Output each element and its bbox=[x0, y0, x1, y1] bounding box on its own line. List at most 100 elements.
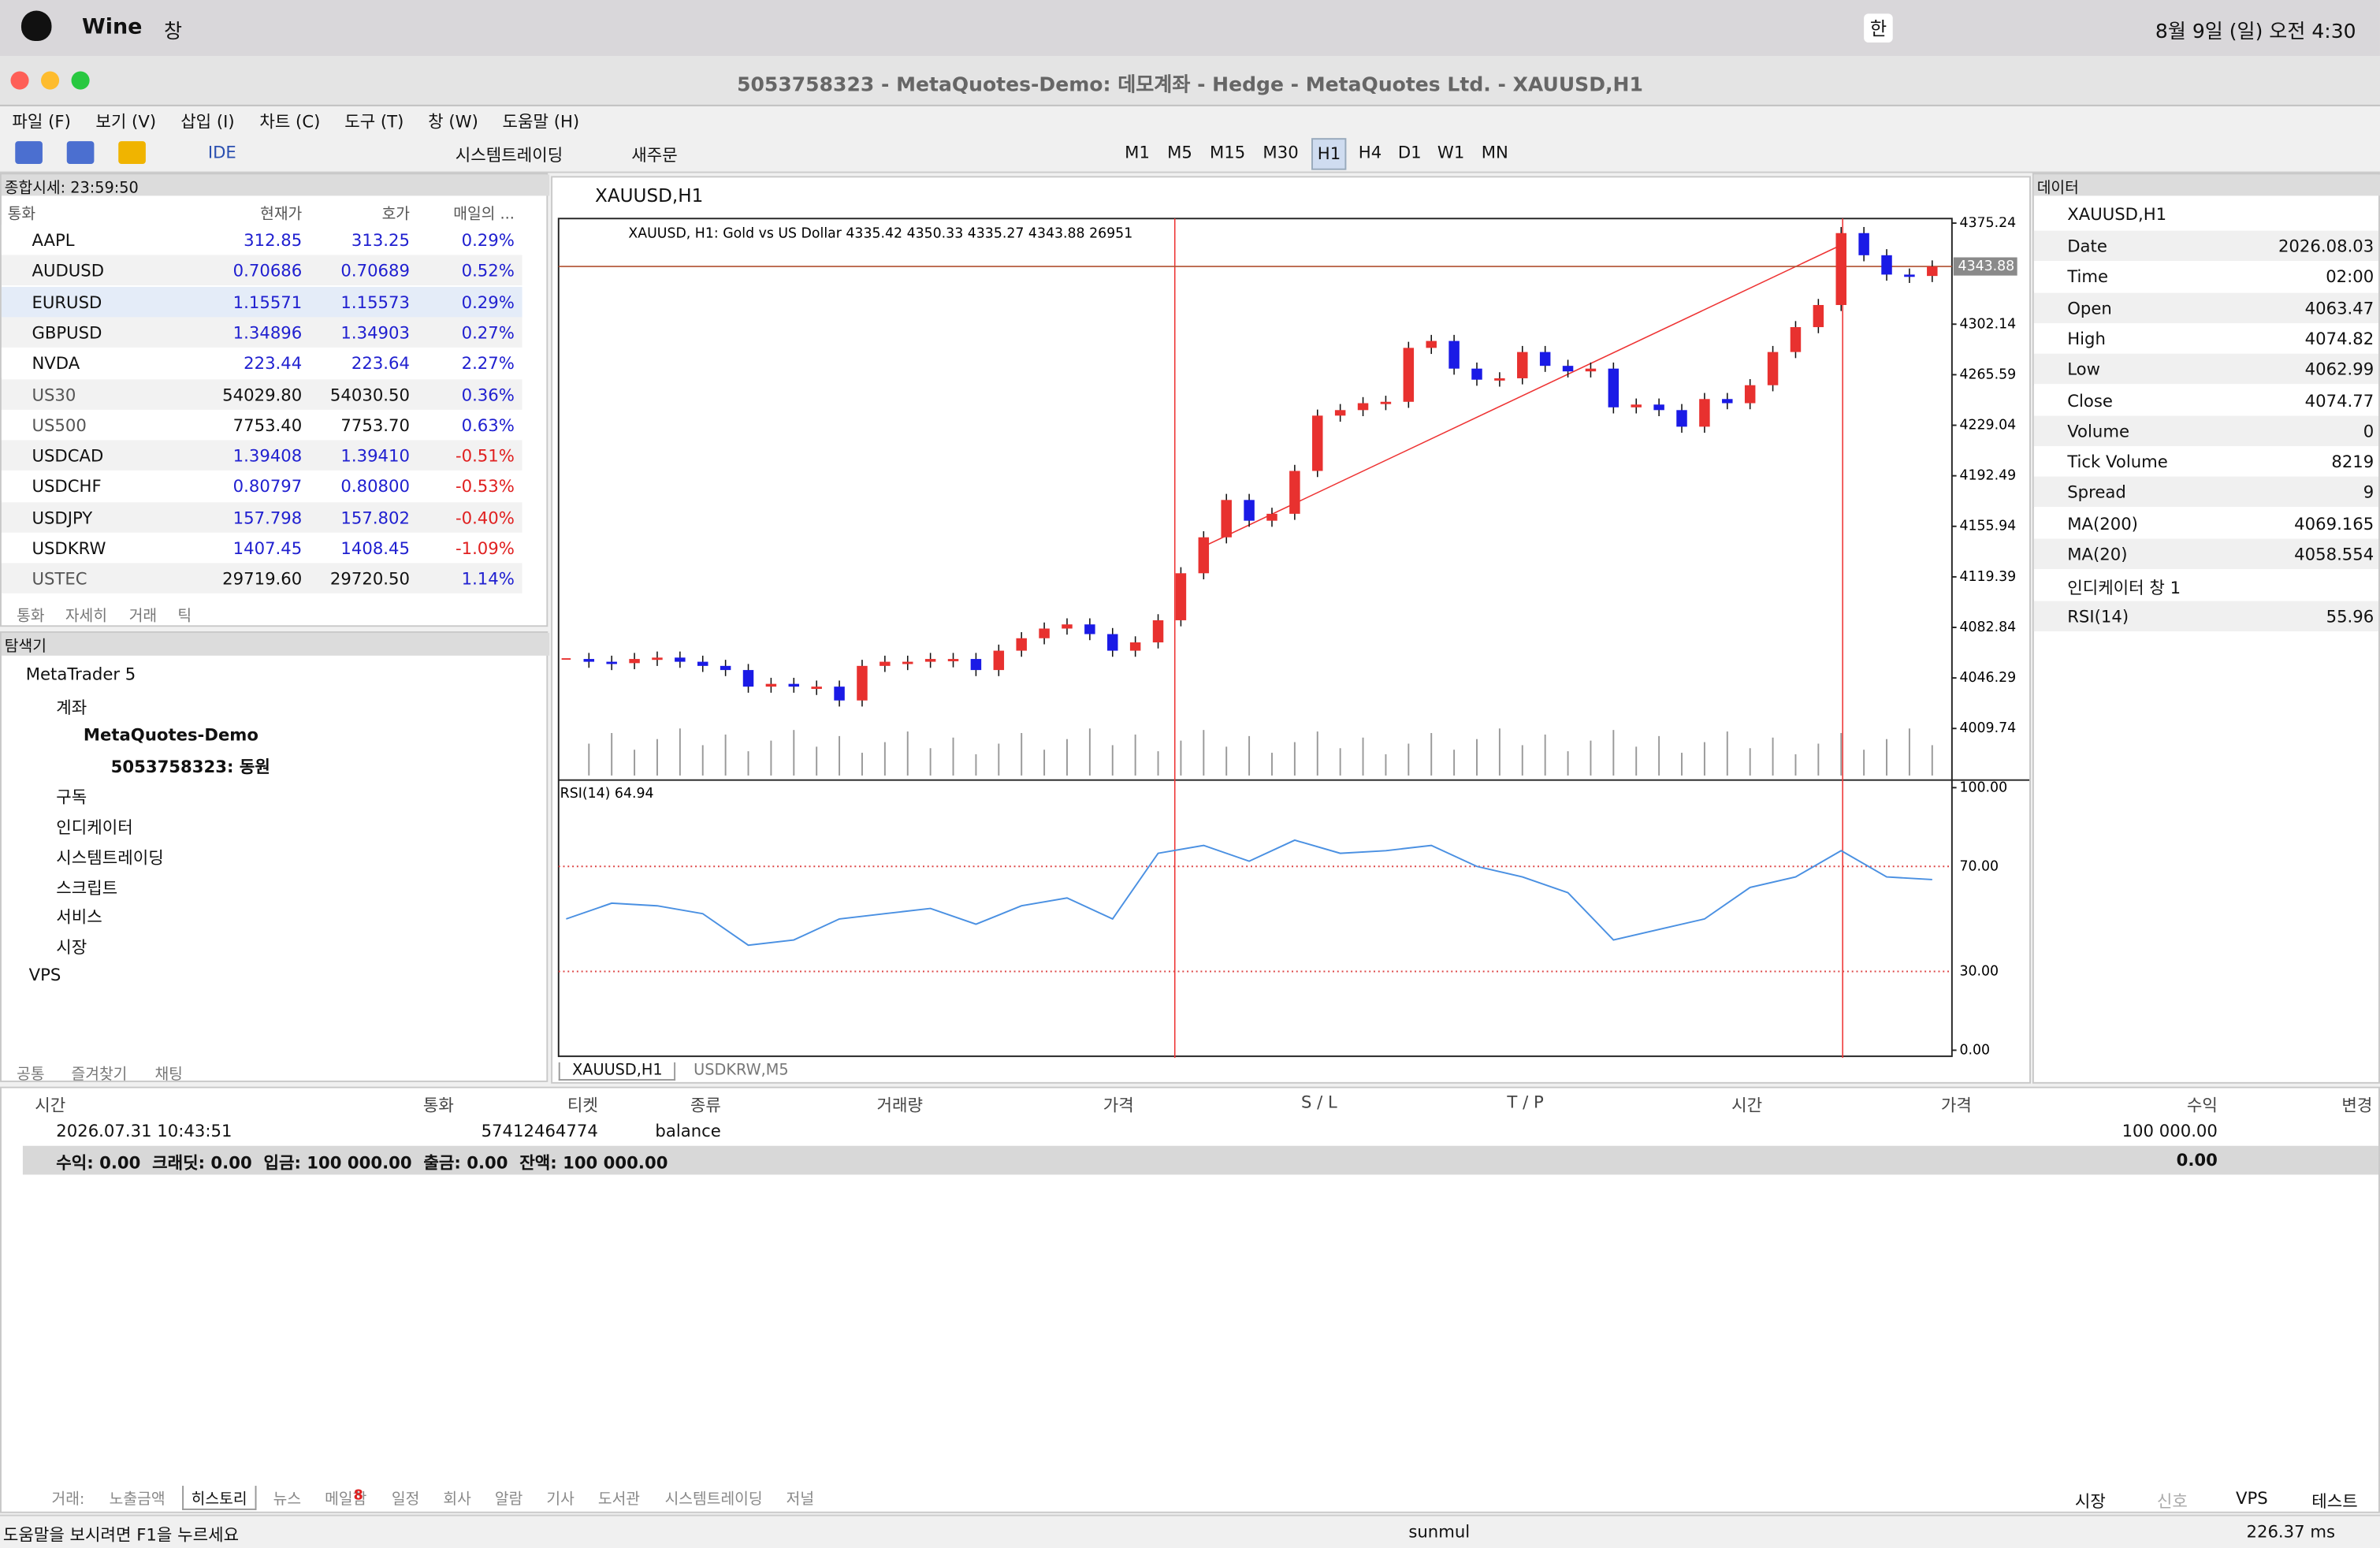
tab[interactable]: 통화 bbox=[17, 608, 45, 626]
candle bbox=[583, 659, 595, 662]
tab[interactable]: 노출금액 bbox=[109, 1491, 165, 1509]
quote-row[interactable]: AUDUSD 0.70686 0.70689 0.52% bbox=[1, 255, 522, 286]
tab[interactable]: VPS bbox=[2235, 1488, 2268, 1509]
tab[interactable]: 즐겨찾기 bbox=[71, 1066, 128, 1084]
navigator-item[interactable]: 계좌 bbox=[56, 698, 87, 718]
navigator-item[interactable]: 시장 bbox=[56, 938, 87, 958]
tab[interactable]: 신호 bbox=[2156, 1491, 2188, 1512]
navigator-item[interactable]: 서비스 bbox=[56, 908, 102, 928]
algo-trading-button[interactable]: 시스템트레이딩 bbox=[455, 145, 563, 166]
navigator-item[interactable]: VPS bbox=[28, 965, 61, 985]
quote-cell: -0.53% bbox=[455, 477, 515, 497]
mac-menu-bar bbox=[0, 0, 2380, 57]
tab[interactable]: 틱 bbox=[177, 608, 192, 626]
ide-button[interactable]: IDE bbox=[207, 142, 236, 163]
tab[interactable]: 일정 bbox=[391, 1491, 420, 1509]
tab[interactable]: 테스트 bbox=[2311, 1491, 2358, 1512]
menu-item[interactable]: 차트 (C) bbox=[259, 112, 321, 132]
quote-row[interactable]: USTEC 29719.60 29720.50 1.14% bbox=[1, 563, 522, 594]
tab[interactable]: 거래: bbox=[51, 1491, 85, 1509]
tab[interactable]: 채팅 bbox=[154, 1066, 183, 1084]
navigator-item[interactable]: 시스템트레이딩 bbox=[56, 847, 164, 868]
app-name[interactable]: Wine bbox=[82, 15, 143, 40]
zoom-button[interactable] bbox=[71, 71, 90, 90]
tab[interactable]: 메일함 bbox=[325, 1491, 367, 1509]
navigator-item[interactable]: 5053758323: 동원 bbox=[110, 757, 270, 778]
quote-cell: 0.52% bbox=[461, 261, 515, 281]
candle bbox=[1289, 471, 1300, 514]
status-bar: 도움말을 보시려면 F1을 누르세요 sunmul 226.37 ms bbox=[0, 1514, 2380, 1548]
quote-row[interactable]: USDCHF 0.80797 0.80800 -0.53% bbox=[1, 471, 522, 502]
tab[interactable]: 뉴스 bbox=[273, 1491, 302, 1509]
input-source[interactable]: 한 bbox=[1864, 13, 1893, 43]
tab[interactable]: 회사 bbox=[443, 1491, 471, 1509]
panel-title: 데이터 bbox=[2033, 174, 2380, 196]
quote-cell: 0.29% bbox=[461, 292, 515, 312]
menu-item[interactable]: 파일 (F) bbox=[12, 112, 71, 132]
data-value: 4069.165 bbox=[2294, 514, 2374, 534]
quote-row[interactable]: GBPUSD 1.34896 1.34903 0.27% bbox=[1, 317, 522, 348]
tab[interactable]: 시스템트레이딩 bbox=[664, 1491, 763, 1509]
quote-row[interactable]: US30 54029.80 54030.50 0.36% bbox=[1, 378, 522, 409]
candle bbox=[1084, 624, 1095, 634]
menu-item[interactable]: 삽입 (I) bbox=[180, 112, 235, 132]
menu-item[interactable]: 보기 (V) bbox=[95, 112, 157, 132]
quote-row[interactable]: AAPL 312.85 313.25 0.29% bbox=[1, 224, 522, 255]
clock[interactable]: 8월 9일 (일) 오전 4:30 bbox=[2155, 20, 2356, 44]
close-button[interactable] bbox=[10, 71, 29, 90]
timeframe-button[interactable]: M30 bbox=[1263, 142, 1299, 163]
column-header: 종류 bbox=[690, 1096, 721, 1116]
chart-tab[interactable]: XAUUSD,H1 bbox=[558, 1062, 676, 1081]
navigator-item[interactable]: 구독 bbox=[56, 787, 87, 808]
navigator-item[interactable]: MetaTrader 5 bbox=[25, 664, 136, 685]
quote-row[interactable]: USDCAD 1.39408 1.39410 -0.51% bbox=[1, 440, 522, 471]
timeframe-button[interactable]: D1 bbox=[1397, 142, 1422, 163]
quote-row[interactable]: USDJPY 157.798 157.802 -0.40% bbox=[1, 501, 522, 533]
navigator-item[interactable]: 스크립트 bbox=[56, 878, 118, 899]
toolbar-icon[interactable] bbox=[15, 141, 43, 164]
tab[interactable]: 시장 bbox=[2074, 1491, 2106, 1512]
menu-item[interactable]: 도움말 (H) bbox=[502, 112, 580, 132]
toolbar-icon[interactable] bbox=[118, 141, 146, 164]
tab[interactable]: 기사 bbox=[546, 1491, 575, 1509]
toolbar-icon[interactable] bbox=[66, 141, 95, 164]
chart-tab[interactable]: USDKRW,M5 bbox=[694, 1062, 789, 1080]
timeframe-button[interactable]: H4 bbox=[1358, 142, 1382, 163]
tab[interactable]: 도서관 bbox=[597, 1491, 641, 1509]
navigator-item[interactable]: MetaQuotes-Demo bbox=[83, 724, 258, 745]
data-row: Spread 9 bbox=[2033, 477, 2379, 508]
minimize-button[interactable] bbox=[41, 71, 60, 90]
tab[interactable]: 공통 bbox=[17, 1066, 45, 1084]
app-menu[interactable]: 창 bbox=[164, 20, 183, 44]
quote-cell: 0.80797 bbox=[232, 477, 303, 497]
column-header: T / P bbox=[1507, 1092, 1544, 1113]
data-row: MA(200) 4069.165 bbox=[2033, 508, 2379, 538]
apple-logo[interactable] bbox=[20, 10, 52, 41]
quote-row[interactable]: US500 7753.40 7753.70 0.63% bbox=[1, 409, 522, 441]
data-label: Spread bbox=[2067, 483, 2126, 504]
timeframe-button[interactable]: M5 bbox=[1167, 142, 1192, 163]
tab[interactable]: 거래 bbox=[128, 608, 158, 626]
quote-cell: 54029.80 bbox=[222, 385, 303, 405]
timeframe-button[interactable]: MN bbox=[1481, 142, 1508, 163]
quote-row[interactable]: EURUSD 1.15571 1.15573 0.29% bbox=[1, 286, 522, 317]
symbol: USDKRW bbox=[32, 538, 106, 559]
new-order-button[interactable]: 새주문 bbox=[631, 145, 678, 166]
history-row[interactable]: 2026.07.31 10:43:51 57412464774 balance 100… bbox=[23, 1117, 2378, 1144]
quote-row[interactable]: USDKRW 1407.45 1408.45 -1.09% bbox=[1, 532, 522, 564]
tab[interactable]: 히스토리 bbox=[182, 1486, 257, 1510]
tab[interactable]: 저널 bbox=[786, 1491, 815, 1509]
timeframe-button[interactable]: H1 bbox=[1311, 138, 1347, 170]
symbol: USDCAD bbox=[32, 446, 104, 467]
timeframe-button[interactable]: M1 bbox=[1125, 142, 1150, 163]
tab[interactable]: 자세히 bbox=[65, 608, 107, 626]
timeframe-button[interactable]: M15 bbox=[1210, 142, 1246, 163]
menu-item[interactable]: 창 (W) bbox=[428, 112, 478, 132]
tab[interactable]: 알람 bbox=[494, 1491, 523, 1509]
quote-row[interactable]: NVDA 223.44 223.64 2.27% bbox=[1, 348, 522, 378]
navigator-item[interactable]: 인디케이터 bbox=[56, 817, 133, 838]
candle bbox=[675, 657, 686, 662]
candle bbox=[629, 659, 640, 664]
menu-item[interactable]: 도구 (T) bbox=[344, 112, 404, 132]
timeframe-button[interactable]: W1 bbox=[1437, 142, 1465, 163]
